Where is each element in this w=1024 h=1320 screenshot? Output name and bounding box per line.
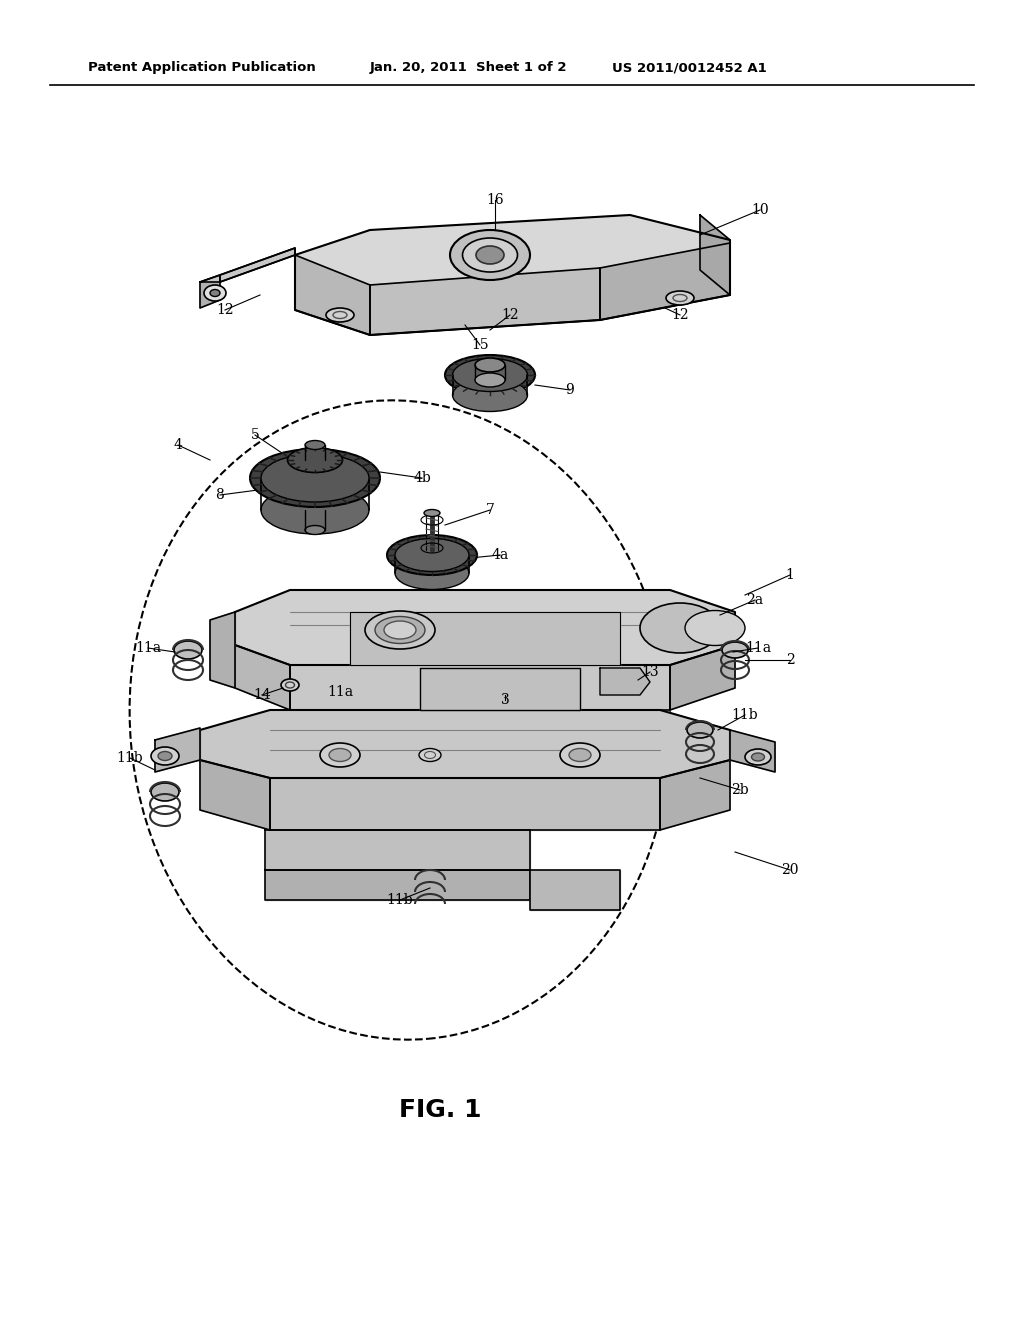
Text: 2: 2 [785, 653, 795, 667]
Ellipse shape [395, 539, 469, 572]
Ellipse shape [261, 486, 369, 535]
Ellipse shape [319, 743, 360, 767]
Ellipse shape [475, 358, 505, 372]
Ellipse shape [204, 285, 226, 301]
Polygon shape [265, 870, 530, 900]
Polygon shape [220, 248, 295, 282]
Text: 14: 14 [253, 688, 271, 702]
Ellipse shape [305, 441, 325, 450]
Text: 20: 20 [781, 863, 799, 876]
Ellipse shape [424, 510, 440, 516]
Polygon shape [660, 760, 730, 830]
Ellipse shape [250, 449, 380, 507]
Ellipse shape [375, 616, 425, 644]
Ellipse shape [752, 752, 765, 762]
Text: 2b: 2b [731, 783, 749, 797]
Polygon shape [370, 268, 600, 335]
Ellipse shape [685, 610, 745, 645]
Polygon shape [270, 777, 660, 830]
Text: 9: 9 [565, 383, 574, 397]
Ellipse shape [722, 642, 748, 657]
Ellipse shape [365, 611, 435, 649]
Ellipse shape [158, 751, 172, 760]
Ellipse shape [687, 722, 713, 738]
Text: 10: 10 [752, 203, 769, 216]
Ellipse shape [326, 308, 354, 322]
Text: 12: 12 [216, 304, 233, 317]
Polygon shape [200, 248, 295, 282]
Polygon shape [155, 729, 200, 772]
Ellipse shape [745, 748, 771, 766]
Polygon shape [600, 243, 730, 319]
Text: 1: 1 [785, 568, 795, 582]
Ellipse shape [475, 374, 505, 387]
Ellipse shape [395, 557, 469, 590]
Ellipse shape [329, 748, 351, 762]
Text: 15: 15 [471, 338, 488, 352]
Polygon shape [265, 830, 530, 870]
Ellipse shape [174, 642, 202, 659]
Polygon shape [530, 870, 620, 909]
Text: Jan. 20, 2011  Sheet 1 of 2: Jan. 20, 2011 Sheet 1 of 2 [370, 62, 567, 74]
Ellipse shape [210, 289, 220, 297]
Ellipse shape [476, 246, 504, 264]
Text: 4: 4 [173, 438, 182, 451]
Text: 8: 8 [216, 488, 224, 502]
Polygon shape [730, 730, 775, 772]
Ellipse shape [569, 748, 591, 762]
Text: US 2011/0012452 A1: US 2011/0012452 A1 [612, 62, 767, 74]
Ellipse shape [384, 620, 416, 639]
Polygon shape [700, 215, 730, 294]
Ellipse shape [281, 678, 299, 690]
Ellipse shape [560, 743, 600, 767]
Ellipse shape [261, 454, 369, 502]
Text: 5: 5 [251, 428, 259, 442]
Text: 7: 7 [485, 503, 495, 517]
Ellipse shape [453, 379, 527, 412]
Polygon shape [420, 668, 580, 710]
Polygon shape [600, 668, 650, 696]
Text: 11b: 11b [387, 894, 414, 907]
Ellipse shape [288, 447, 342, 473]
Text: 11a: 11a [327, 685, 353, 700]
Text: 2a: 2a [746, 593, 764, 607]
Text: 11b: 11b [732, 708, 759, 722]
Ellipse shape [666, 290, 694, 305]
Text: 11a: 11a [135, 642, 161, 655]
Polygon shape [295, 255, 370, 335]
Ellipse shape [151, 747, 179, 766]
Text: 3: 3 [501, 693, 509, 708]
Polygon shape [350, 612, 620, 665]
Polygon shape [290, 665, 670, 710]
Ellipse shape [419, 748, 441, 762]
Polygon shape [200, 275, 220, 308]
Text: 16: 16 [486, 193, 504, 207]
Text: 13: 13 [641, 665, 658, 678]
Ellipse shape [453, 359, 527, 392]
Text: FIG. 1: FIG. 1 [398, 1098, 481, 1122]
Polygon shape [200, 760, 270, 830]
Text: 4b: 4b [413, 471, 431, 484]
Ellipse shape [445, 355, 535, 395]
Text: Patent Application Publication: Patent Application Publication [88, 62, 315, 74]
Text: 12: 12 [671, 308, 689, 322]
Ellipse shape [450, 230, 530, 280]
Ellipse shape [151, 783, 179, 801]
Polygon shape [670, 645, 735, 710]
Ellipse shape [387, 535, 477, 576]
Ellipse shape [463, 238, 517, 272]
Polygon shape [200, 710, 730, 777]
Ellipse shape [640, 603, 720, 653]
Polygon shape [295, 215, 730, 335]
Polygon shape [210, 612, 234, 688]
Ellipse shape [305, 525, 325, 535]
Text: 12: 12 [501, 308, 519, 322]
Polygon shape [234, 590, 735, 665]
Text: 11b: 11b [117, 751, 143, 766]
Polygon shape [234, 645, 290, 710]
Text: 4a: 4a [492, 548, 509, 562]
Text: 11a: 11a [744, 642, 771, 655]
